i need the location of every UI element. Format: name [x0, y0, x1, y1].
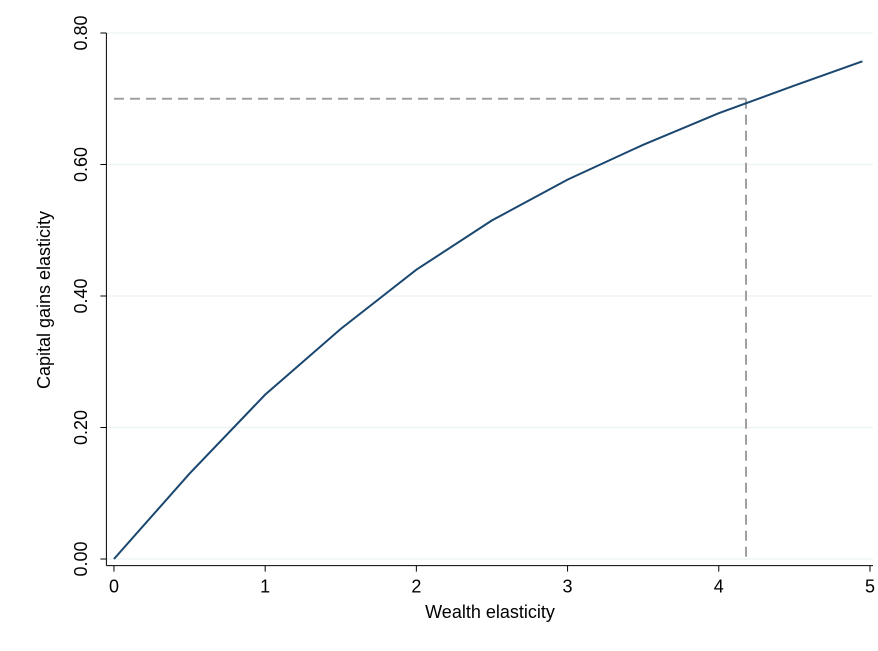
y-tick-label: 0.20	[71, 410, 91, 445]
x-tick-label: 4	[714, 576, 724, 596]
x-tick-label: 1	[260, 576, 270, 596]
line-series	[113, 60, 863, 560]
y-tick-label: 0.40	[71, 278, 91, 313]
y-tick-label: 0.00	[71, 542, 91, 577]
y-tick-label: 0.80	[71, 15, 91, 50]
x-tick-label: 5	[865, 576, 875, 596]
y-axis-title: Capital gains elasticity	[34, 211, 54, 389]
x-tick-label: 3	[563, 576, 573, 596]
x-tick-label: 2	[411, 576, 421, 596]
x-tick-label: 0	[109, 576, 119, 596]
y-tick-label: 0.60	[71, 147, 91, 182]
x-axis-title: Wealth elasticity	[425, 602, 555, 622]
